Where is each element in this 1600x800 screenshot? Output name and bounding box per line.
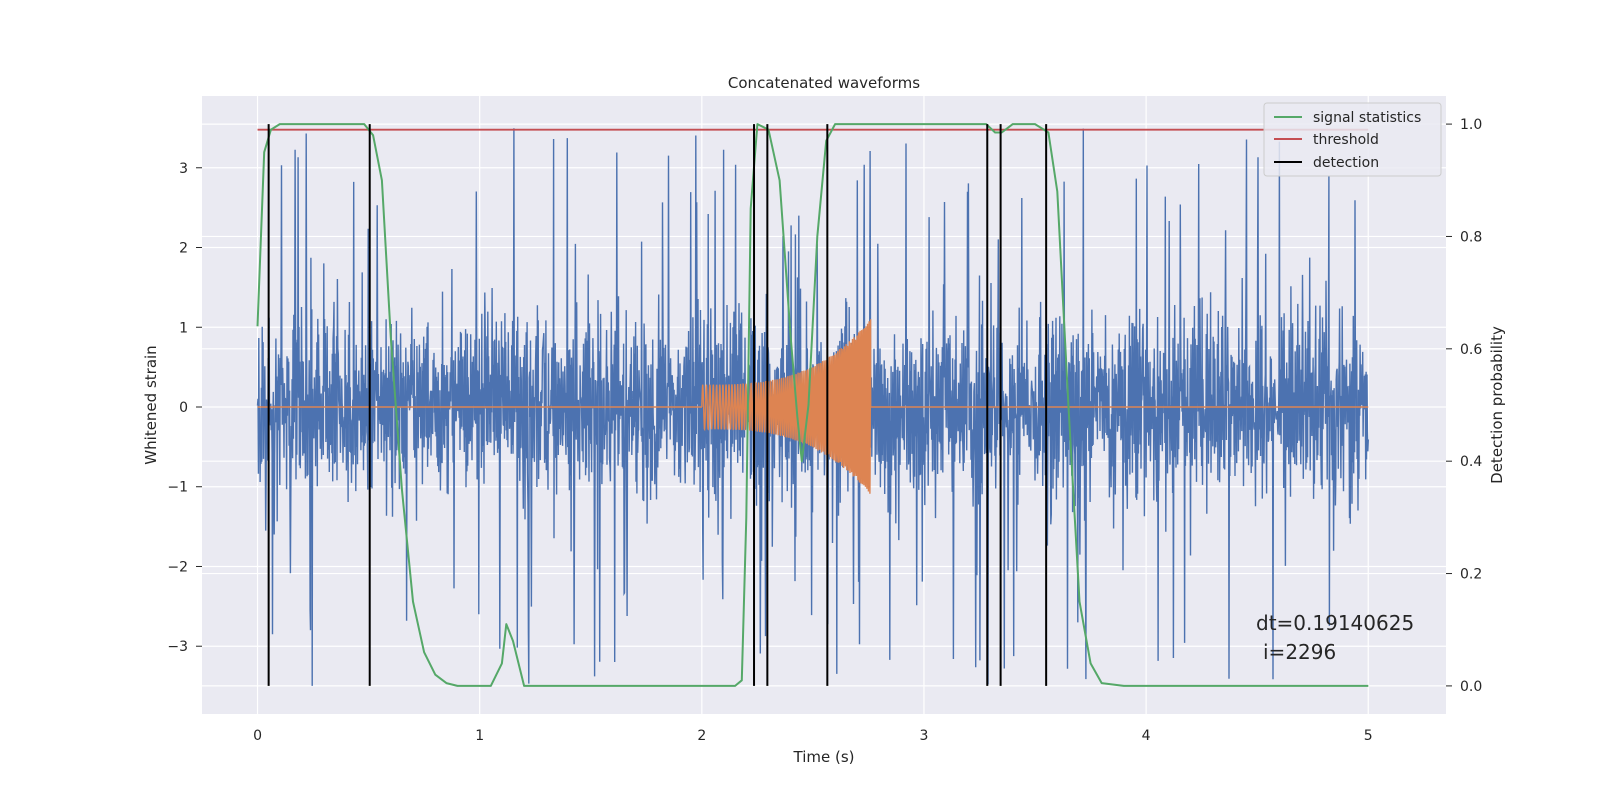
legend-label-signal-statistics: signal statistics bbox=[1313, 110, 1421, 126]
legend-label-threshold: threshold bbox=[1313, 132, 1379, 148]
legend-box bbox=[1263, 102, 1442, 177]
y-tick-label: −3 bbox=[167, 639, 188, 655]
y-tick-label: 0 bbox=[179, 400, 188, 416]
injection-waveform-series bbox=[257, 319, 1369, 494]
y-tick-label: 3 bbox=[179, 161, 188, 177]
y-tick-label: 2 bbox=[179, 241, 188, 257]
y2-tick-label: 1.0 bbox=[1460, 117, 1482, 133]
y2-axis-label: Detection probability bbox=[1488, 326, 1506, 484]
tick-labels: 0 1 2 3 4 5 −3 −2 −1 0 1 2 3 0.0 0.2 0.4 0.6 0.8 1.0 bbox=[167, 117, 1482, 744]
legend-label-detection: detection bbox=[1313, 155, 1379, 171]
x-tick-label: 0 bbox=[253, 728, 262, 744]
x-tick-label: 2 bbox=[697, 728, 706, 744]
y2-tick-label: 0.2 bbox=[1460, 567, 1482, 583]
y2-tick-label: 0.6 bbox=[1460, 342, 1482, 358]
annotation-dt: dt=0.19140625 bbox=[1256, 611, 1414, 635]
annotation-i: i=2296 bbox=[1263, 640, 1336, 664]
y2-tick-label: 0.8 bbox=[1460, 229, 1482, 245]
y2-tick-label: 0.0 bbox=[1460, 679, 1482, 695]
y2-tick-label: 0.4 bbox=[1460, 454, 1482, 470]
x-tick-label: 4 bbox=[1142, 728, 1151, 744]
strain-noise-series bbox=[256, 128, 1369, 686]
legend: signal statistics threshold detection bbox=[1263, 102, 1442, 177]
x-axis-label: Time (s) bbox=[793, 748, 855, 766]
signal-statistics-line bbox=[256, 123, 1369, 687]
y-axis-label: Whitened strain bbox=[142, 345, 160, 464]
data-layer bbox=[256, 123, 1369, 687]
x-tick-label: 5 bbox=[1364, 728, 1373, 744]
y-tick-label: −2 bbox=[167, 559, 188, 575]
x-tick-label: 1 bbox=[475, 728, 484, 744]
y-tick-label: 1 bbox=[179, 320, 188, 336]
y-tick-label: −1 bbox=[167, 480, 188, 496]
x-tick-label: 3 bbox=[920, 728, 929, 744]
chart-title: Concatenated waveforms bbox=[728, 74, 920, 92]
